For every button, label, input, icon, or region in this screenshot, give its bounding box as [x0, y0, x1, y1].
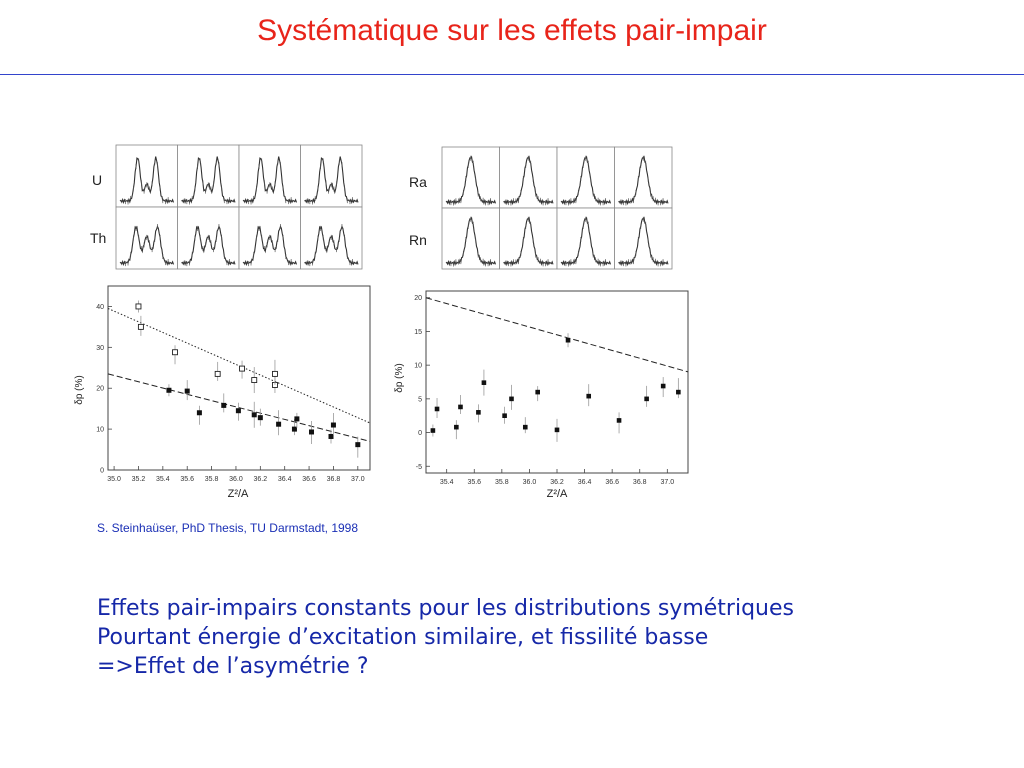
plot-right-ylabel: δp (%) [394, 363, 405, 392]
x-tick-label: 36.0 [229, 476, 243, 483]
data-point [434, 406, 440, 412]
data-point [522, 424, 528, 430]
row-label-ra: Ra [409, 174, 427, 190]
x-tick-label: 35.6 [467, 479, 481, 486]
data-point [172, 349, 178, 356]
y-tick-label: 20 [414, 295, 422, 302]
trend-line [107, 308, 371, 424]
data-point [309, 429, 315, 435]
x-tick-label: 36.6 [605, 479, 619, 486]
x-tick-label: 37.0 [351, 476, 365, 483]
data-point [481, 380, 487, 385]
data-point [454, 424, 459, 430]
y-tick-label: 10 [414, 363, 422, 370]
data-point [137, 323, 144, 330]
y-tick-label: -5 [416, 464, 422, 471]
distribution-grid-ra-rn: Ra Rn [409, 146, 673, 270]
x-tick-label: 35.2 [132, 476, 146, 483]
y-tick-label: 40 [96, 304, 104, 311]
data-point [586, 393, 592, 399]
plot-left-ylabel: δp (%) [74, 375, 85, 404]
data-point [251, 412, 257, 418]
x-tick-label: 35.8 [205, 476, 219, 483]
data-point [271, 370, 278, 377]
data-point [644, 396, 649, 402]
x-tick-label: 36.8 [327, 476, 341, 483]
distribution-panel [177, 144, 240, 208]
data-point [554, 427, 560, 433]
y-tick-label: 20 [96, 386, 104, 393]
x-tick-label: 35.6 [180, 476, 194, 483]
data-point [214, 370, 221, 377]
data-point [355, 442, 361, 448]
data-point [330, 422, 336, 428]
x-tick-label: 36.4 [578, 479, 592, 486]
data-point [221, 402, 227, 408]
odd-even-effect-plot-left: 35.0 35.2 35.4 35.6 35.8 36.0 36.2 36.4 36.6 36.8… [74, 285, 371, 500]
plot-right-xlabel: Z²/A [547, 488, 568, 500]
plot-left-xlabel: Z²/A [228, 488, 249, 500]
citation: S. Steinhaüser, PhD Thesis, TU Darmstadt… [97, 521, 359, 535]
data-point [676, 389, 681, 395]
y-tick-label: 5 [418, 396, 422, 403]
plot-frame [425, 290, 689, 474]
data-point [535, 389, 540, 395]
row-label-th: Th [90, 230, 106, 246]
slide-title: Systématique sur les effets pair-impair [257, 14, 767, 47]
x-tick-label: 35.0 [107, 476, 121, 483]
x-tick-label: 36.4 [278, 476, 292, 483]
distribution-panels [441, 146, 673, 270]
trend-line [107, 373, 371, 442]
x-tick-label: 37.0 [661, 479, 675, 486]
conclusion-line-3: =>Effet de l’asymétrie ? [97, 654, 369, 679]
data-point [291, 426, 297, 432]
trend-line [425, 297, 689, 373]
title-divider [0, 74, 1024, 75]
distribution-panels [115, 144, 363, 270]
data-point [184, 388, 190, 394]
data-point [257, 415, 263, 421]
x-tick-label: 36.2 [550, 479, 564, 486]
plot-frame [107, 285, 371, 471]
y-tick-label: 10 [96, 427, 104, 434]
data-point [660, 383, 666, 389]
data-point [166, 387, 172, 393]
data-point [276, 421, 282, 427]
row-label-rn: Rn [409, 232, 427, 248]
x-tick-label: 36.0 [523, 479, 537, 486]
data-point [565, 337, 571, 343]
y-tick-label: 15 [414, 329, 422, 336]
odd-even-effect-plot-right: 35.4 35.6 35.8 36.0 36.2 36.4 36.6 36.8 37.0 -5 0 5… [394, 290, 689, 500]
data-point [430, 428, 436, 433]
y-tick-label: 0 [100, 468, 104, 475]
distribution-panel [115, 144, 178, 208]
distribution-panel [300, 144, 363, 208]
data-point [239, 365, 245, 372]
data-point [458, 404, 463, 410]
x-tick-label: 35.4 [156, 476, 170, 483]
x-tick-label: 36.6 [302, 476, 316, 483]
conclusion-line-2: Pourtant énergie d’excitation similaire,… [97, 625, 709, 650]
distribution-panel [238, 144, 301, 208]
data-point [294, 416, 300, 422]
distribution-grid-u-th: U Th [90, 144, 363, 270]
row-label-u: U [92, 172, 102, 188]
x-tick-label: 36.8 [633, 479, 647, 486]
data-point [502, 413, 507, 419]
data-point [251, 377, 258, 383]
data-point [235, 408, 241, 414]
data-point [328, 433, 334, 439]
x-tick-label: 35.4 [440, 479, 454, 486]
y-tick-label: 30 [96, 345, 104, 352]
conclusion-line-1: Effets pair-impairs constants pour les d… [97, 596, 794, 621]
x-tick-label: 35.8 [495, 479, 509, 486]
data-point [196, 410, 202, 416]
data-point [476, 410, 481, 415]
data-point [509, 396, 514, 402]
x-tick-label: 36.2 [254, 476, 268, 483]
conclusion-text: Effets pair-impairs constants pour les d… [97, 594, 794, 681]
data-point [616, 418, 622, 423]
y-tick-label: 0 [418, 430, 422, 437]
data-point [135, 303, 142, 310]
